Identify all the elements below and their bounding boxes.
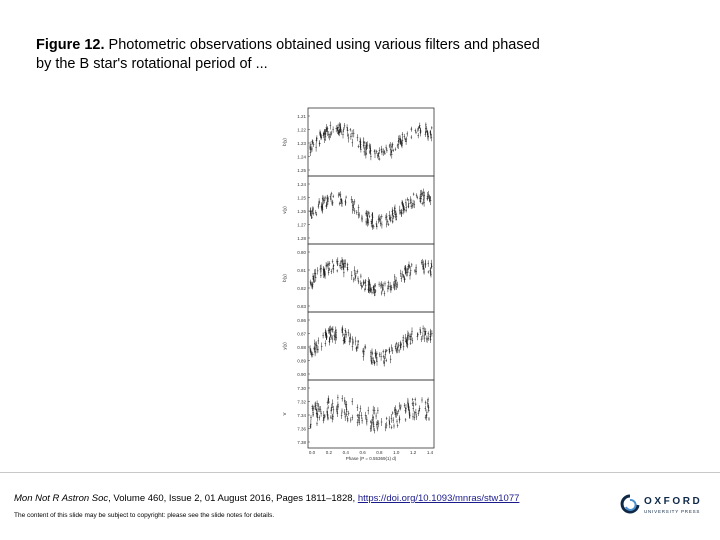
- light-curve-panels: 1.211.221.231.241.25b(y)1.241.251.261.27…: [282, 107, 435, 461]
- y-tick-label: 1.26: [297, 209, 306, 214]
- y-tick-label: 0.80: [297, 250, 306, 255]
- x-tick-label: 0.6: [359, 450, 366, 455]
- x-tick-label: 0.2: [326, 450, 333, 455]
- y-tick-label: 0.88: [297, 345, 306, 350]
- y-tick-label: 0.87: [297, 332, 306, 337]
- data-points: [309, 325, 433, 367]
- x-tick-label: 1.2: [410, 450, 417, 455]
- light-curve-panel: 0.80 0.81 0.82 0.83 b(y): [282, 243, 435, 313]
- y-axis-label: b(y): [282, 274, 287, 282]
- x-tick-label: 0.8: [376, 450, 383, 455]
- light-curve-panel: 0.86 0.87 0.88 0.89 0.90 y(y): [282, 311, 435, 381]
- x-axis-label: Phase (P = 0.55369(1) d): [346, 456, 397, 461]
- figure-caption: Figure 12. Photometric observations obta…: [36, 36, 556, 74]
- y-tick-label: 0.86: [297, 318, 306, 323]
- y-tick-label: 1.27: [297, 223, 306, 228]
- y-tick-label: 1.24: [297, 182, 306, 187]
- data-points: [309, 257, 433, 297]
- light-curve-panel: 1.24 1.25 1.26 1.27 1.28 v(y): [282, 175, 435, 245]
- y-tick-label: 1.23: [297, 141, 306, 146]
- figure-caption-text: Photometric observations obtained using …: [36, 37, 540, 72]
- citation-doi-link[interactable]: https://doi.org/10.1093/mnras/stw1077: [357, 493, 520, 504]
- citation-journal: Mon Not R Astron Soc: [14, 493, 109, 504]
- y-tick-label: 0.89: [297, 359, 306, 364]
- light-curve-panel: 1.21 1.22 1.23 1.24 1.25 b(y): [282, 107, 435, 177]
- y-axis-label: b(y): [282, 138, 287, 146]
- y-tick-label: 1.22: [297, 128, 306, 133]
- y-tick-label: 7.30: [297, 386, 306, 391]
- figure-label: Figure 12.: [36, 37, 105, 53]
- y-tick-label: 0.82: [297, 286, 306, 291]
- y-tick-label: 7.34: [297, 413, 306, 418]
- y-tick-label: 1.21: [297, 114, 306, 119]
- y-tick-label: 7.36: [297, 427, 306, 432]
- oxford-emblem-icon: [620, 494, 640, 514]
- y-axis-label: y(y): [282, 342, 287, 350]
- y-tick-label: 7.32: [297, 400, 306, 405]
- oxford-logo-name: OXFORD: [644, 496, 703, 507]
- y-tick-label: 0.90: [297, 372, 306, 377]
- x-tick-label: 0.4: [343, 450, 350, 455]
- y-tick-label: 0.81: [297, 268, 306, 273]
- y-tick-label: 7.38: [297, 440, 306, 445]
- y-tick-label: 1.25: [297, 196, 306, 201]
- light-curve-panel: 7.30 7.32 7.34 7.36 7.38 V: [282, 379, 435, 449]
- x-tick-label: 0.0: [309, 450, 316, 455]
- footer-divider: [0, 472, 720, 473]
- y-axis-label: v(y): [282, 206, 287, 214]
- y-tick-label: 1.28: [297, 236, 306, 241]
- x-tick-label: 1.0: [393, 450, 400, 455]
- copyright-notice: The content of this slide may be subject…: [14, 512, 275, 519]
- photometry-figure: 1.21 1.22 1.23 1.24 1.25 b(y) 1.24 1.25 1.26 1.27…: [276, 104, 440, 474]
- y-tick-label: 1.25: [297, 168, 306, 173]
- citation: Mon Not R Astron Soc, Volume 460, Issue …: [14, 493, 614, 505]
- data-points: [309, 188, 432, 230]
- oxford-logo: OXFORD UNIVERSITY PRESS: [620, 494, 710, 518]
- citation-details: , Volume 460, Issue 2, 01 August 2016, P…: [108, 493, 356, 504]
- x-tick-label: 1.4: [427, 450, 434, 455]
- y-axis-label: V: [282, 412, 287, 415]
- oxford-logo-subtitle: UNIVERSITY PRESS: [644, 509, 701, 514]
- y-tick-label: 0.83: [297, 304, 306, 309]
- data-points: [309, 394, 430, 434]
- data-points: [309, 121, 433, 161]
- y-tick-label: 1.24: [297, 155, 306, 160]
